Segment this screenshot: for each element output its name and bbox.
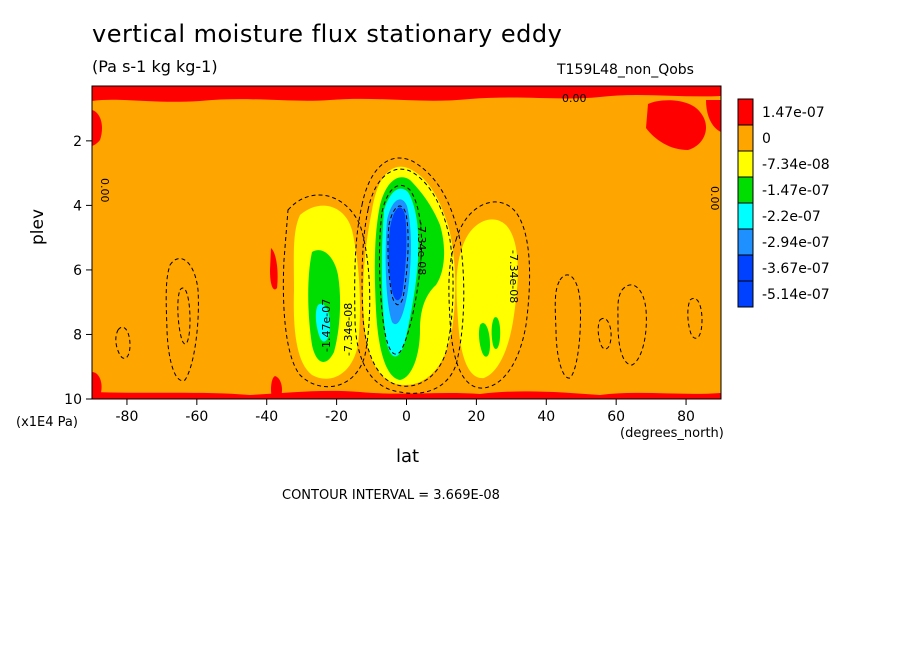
contour-label-west: 0.00 (98, 178, 111, 203)
positive-patch-w (92, 110, 103, 146)
x-tick-label: 60 (607, 409, 625, 425)
legend-label: -5.14e-07 (762, 287, 830, 303)
legend-label: -1.47e-07 (762, 183, 830, 199)
x-tick-label: 40 (537, 409, 555, 425)
positive-sliver-40s (270, 248, 278, 290)
legend-swatch (737, 202, 754, 230)
chart-title: vertical moisture flux stationary eddy (92, 20, 563, 48)
legend-label: -2.94e-07 (762, 235, 830, 251)
legend-label: -3.67e-07 (762, 261, 830, 277)
contour-label-south-lobe: -7.34e-08 (342, 303, 355, 356)
negative-lobe-north-yellow (456, 219, 518, 379)
legend-label: 1.47e-07 (762, 105, 825, 121)
x-tick-label: -40 (255, 409, 278, 425)
x-tick-label: -80 (116, 409, 139, 425)
positive-patch-s40 (271, 376, 283, 398)
positive-patch-sw (92, 372, 102, 396)
contour-lines (115, 157, 703, 394)
contour-line-center-outer (354, 157, 465, 394)
negative-center-green-patch (417, 203, 442, 272)
contour-line-east-small (597, 317, 612, 350)
contour-label-south-inner: -1.47e-07 (320, 299, 333, 352)
legend-swatch (737, 254, 754, 282)
chart-units: (Pa s-1 kg kg-1) (92, 57, 218, 76)
positive-top-band (92, 86, 721, 102)
legend-label: -2.2e-07 (762, 209, 821, 225)
legend-swatch (737, 150, 754, 178)
x-tick-label: -20 (325, 409, 348, 425)
legend-swatch (737, 228, 754, 256)
contour-line-center-inner (378, 185, 422, 355)
positive-patch-ne2 (706, 100, 721, 132)
x-axis-unit: (degrees_north) (620, 426, 724, 441)
y-axis: 2 4 6 8 10 (64, 134, 92, 408)
contour-label-east: 0.00 (708, 186, 721, 211)
x-axis: -80 -60 -40 -20 0 20 40 60 80 (116, 399, 695, 425)
y-tick-label: 2 (73, 134, 82, 150)
contour-line-center-mid (361, 168, 454, 387)
negative-lobe-north-green2 (491, 317, 501, 350)
contour-line-east-lobe (554, 274, 581, 379)
contour-label-center: -7.34e-08 (415, 222, 428, 275)
contour-line-south-outer (282, 194, 371, 388)
legend-swatch (737, 176, 754, 204)
colorbar-legend: 1.47e-07 0 -7.34e-08 -1.47e-07 -2.2e-07 -2.94… (737, 98, 830, 308)
y-tick-label: 10 (64, 392, 82, 408)
negative-lobe-south-cyan (315, 303, 330, 342)
x-tick-label: -60 (185, 409, 208, 425)
legend-label: 0 (762, 131, 771, 147)
contour-line-center-core (387, 205, 409, 306)
run-label: T159L48_non_Qobs (557, 62, 694, 78)
positive-bottom-band (92, 390, 721, 399)
y-axis-unit: (x1E4 Pa) (16, 415, 78, 430)
legend-swatch (737, 124, 754, 152)
x-axis-label: lat (396, 446, 420, 467)
contour-value-labels: 0.00 0.00 0.00 -7.34e-08 -7.34e-08 -7.34… (98, 92, 721, 356)
legend-label: -7.34e-08 (762, 157, 830, 173)
legend-swatch (737, 98, 754, 126)
y-tick-label: 4 (73, 198, 82, 214)
x-tick-label: 80 (677, 409, 695, 425)
positive-patch-ne (646, 100, 707, 150)
contour-fills (92, 86, 721, 399)
contour-line-west-lobe (165, 258, 199, 382)
contour-label-north-lobe: -7.34e-08 (507, 250, 520, 303)
contour-line-west-small (115, 326, 131, 359)
negative-lobe-north-green (478, 322, 490, 357)
y-tick-label: 8 (73, 327, 82, 343)
contour-interval: CONTOUR INTERVAL = 3.669E-08 (282, 488, 500, 503)
negative-center-blue (388, 207, 407, 301)
x-tick-label: 0 (402, 409, 411, 425)
contour-line-east-lobe-3 (687, 297, 703, 339)
x-tick-label: 20 (467, 409, 485, 425)
y-tick-label: 6 (73, 263, 82, 279)
contour-line-west-lobe-inner (177, 287, 191, 345)
contour-label-top: 0.00 (562, 92, 587, 105)
legend-swatch (737, 280, 754, 308)
contour-line-east-lobe-2 (617, 284, 647, 366)
